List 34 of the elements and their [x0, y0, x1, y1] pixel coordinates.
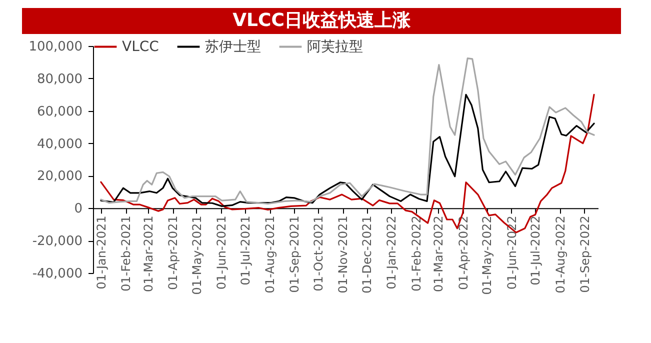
x-tick-label: 01-Jun-2022: [504, 216, 519, 290]
legend-label: 阿芙拉型: [307, 38, 363, 55]
x-tick-label: 01-Oct-2021: [312, 216, 326, 292]
y-tick-label: -40,000: [32, 266, 82, 282]
x-tick-label: 01-Mar-2021: [141, 216, 156, 292]
x-tick-label: 01-Apr-2021: [166, 216, 180, 290]
x-tick-label: 01-Nov-2021: [336, 216, 350, 294]
chart-title: VLCC日收益快速上涨: [22, 8, 621, 34]
x-tick-label: 01-Feb-2021: [119, 216, 134, 292]
x-tick-label: 01-Jul-2022: [528, 216, 543, 286]
x-tick-label: 01-May-2022: [480, 216, 494, 295]
x-tick-label: 01-Aug-2022: [553, 216, 568, 294]
x-tick-label: 01-Sep-2021: [288, 216, 302, 293]
y-tick-label: -20,000: [32, 234, 82, 250]
y-tick-label: 0: [74, 202, 82, 217]
x-tick-label: 01-Aug-2021: [263, 216, 278, 294]
x-tick-label: 01-Feb-2022: [409, 216, 424, 292]
x-tick-label: 01-Apr-2022: [456, 216, 470, 290]
x-tick-label: 01-Sep-2022: [578, 216, 592, 293]
y-tick-label: 60,000: [37, 104, 82, 120]
legend-label: 苏伊士型: [205, 38, 261, 55]
x-tick-label: 01-Jun-2021: [214, 216, 229, 290]
x-tick-label: 01-May-2021: [190, 216, 204, 295]
x-tick-label: 01-Dec-2021: [360, 216, 374, 294]
y-tick-label: 20,000: [37, 169, 82, 184]
y-tick-label: 80,000: [37, 72, 82, 87]
x-tick-label: 01-Jan-2022: [384, 216, 399, 290]
x-tick-label: 01-Jul-2021: [238, 216, 252, 286]
x-tick-label: 01-Jan-2021: [94, 216, 108, 290]
x-tick-label: 01-Mar-2022: [432, 216, 446, 292]
y-tick-label: 40,000: [37, 136, 82, 152]
legend-label: VLCC: [122, 38, 160, 55]
y-tick-label: 100,000: [28, 40, 82, 54]
line-series: [100, 58, 595, 205]
